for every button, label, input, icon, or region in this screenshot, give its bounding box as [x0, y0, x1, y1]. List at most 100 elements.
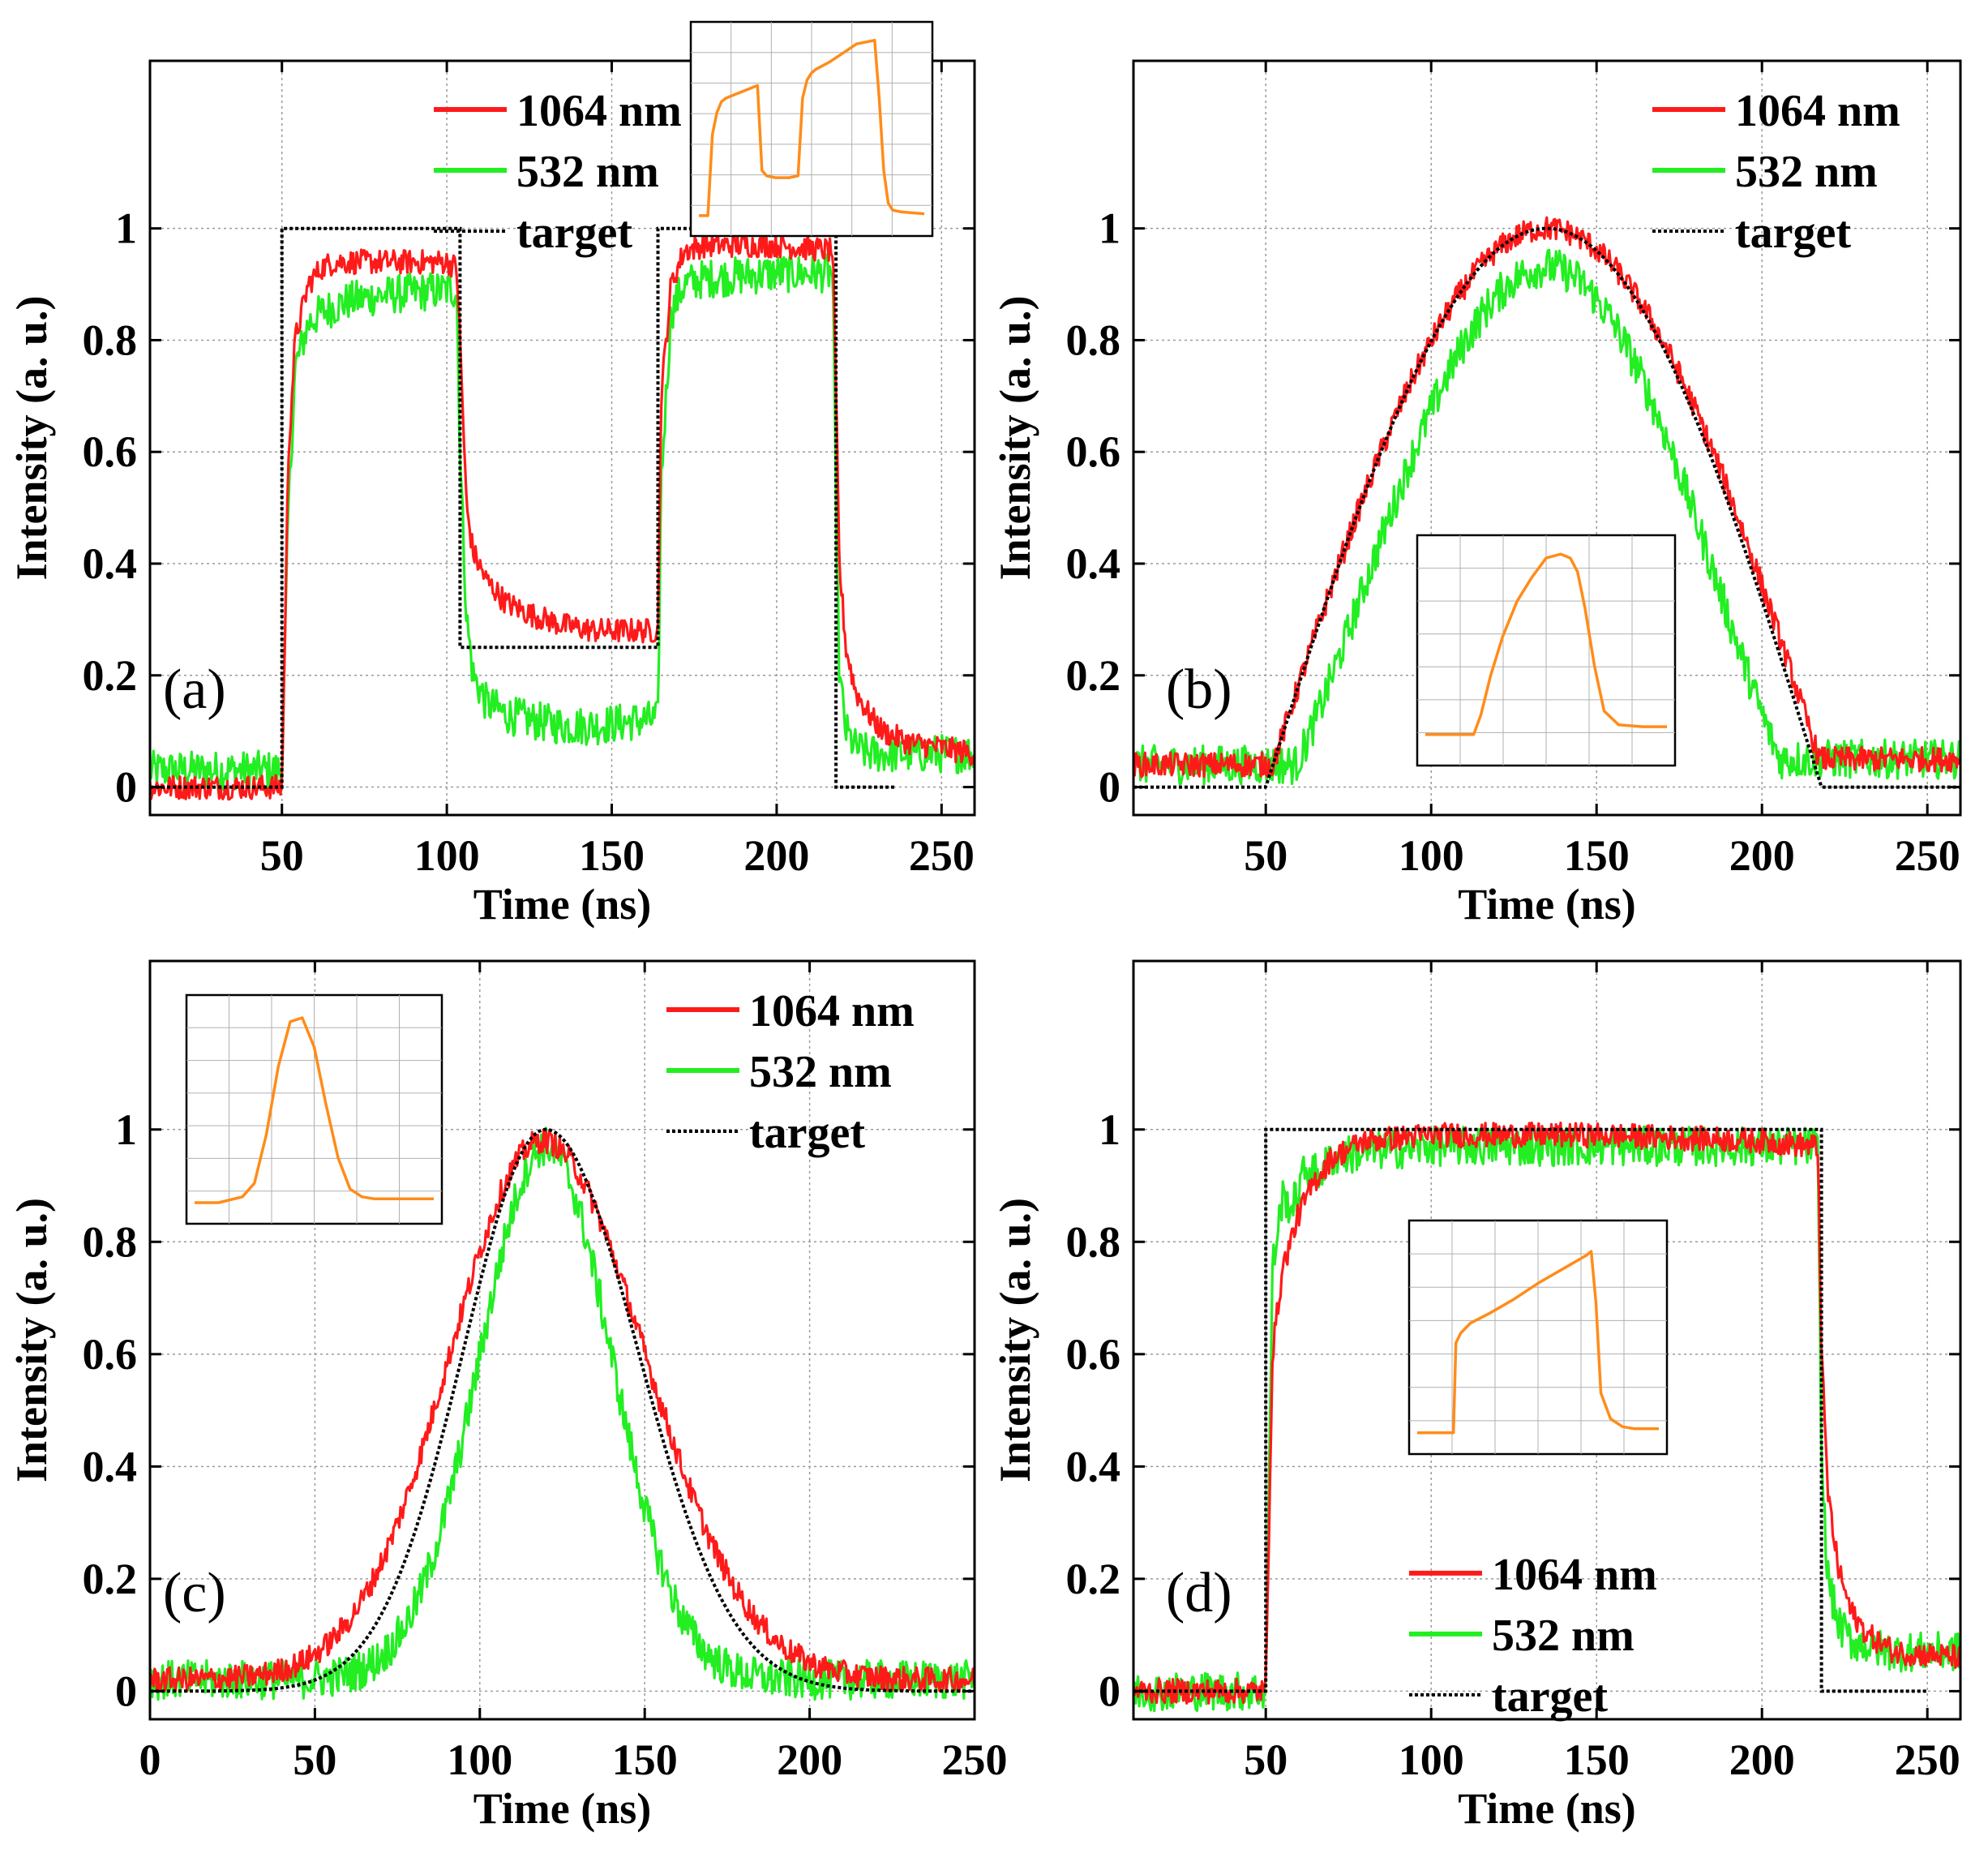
legend-label-532nm: 532 nm	[1492, 1611, 1635, 1661]
y-tick-label: 0.2	[83, 1555, 138, 1603]
panel-b: 50 100 150 200 250 0 0.2 0.4 0.6 0.8 1 Time (ns) Int…	[991, 59, 1962, 929]
x-tick-label: 200	[1729, 1735, 1795, 1784]
x-axis-label: Time (ns)	[1458, 880, 1636, 929]
x-axis-label: Time (ns)	[473, 1784, 652, 1833]
panel-label: (a)	[163, 659, 226, 721]
inset	[1407, 1219, 1669, 1456]
y-tick-label: 0.8	[83, 315, 138, 364]
x-tick-label: 100	[447, 1735, 512, 1784]
x-tick-label: 50	[260, 831, 304, 880]
x-tick-label: 0	[139, 1735, 161, 1784]
inset	[1416, 534, 1677, 767]
y-tick-label: 0.4	[83, 1442, 138, 1491]
x-tick-label: 250	[909, 831, 975, 880]
y-tick-label: 0.2	[1066, 651, 1121, 700]
axes-box	[1132, 59, 1962, 817]
y-tick-label: 0.2	[83, 651, 138, 700]
series-target-line	[1133, 1127, 1928, 1693]
plot-area	[1133, 216, 1960, 789]
x-tick-label: 150	[612, 1735, 678, 1784]
plot-area	[1133, 1121, 1960, 1713]
x-tick-label: 150	[1564, 1735, 1630, 1784]
inset	[689, 20, 934, 238]
y-tick-label: 0	[115, 763, 137, 812]
x-axis-label: Time (ns)	[1458, 1784, 1636, 1833]
y-tick-label: 0.6	[83, 1330, 138, 1379]
y-tick-label: 0.6	[1066, 427, 1121, 476]
panel-label: (b)	[1166, 659, 1232, 721]
legend-label-532nm: 532 nm	[749, 1047, 892, 1097]
inset	[185, 993, 443, 1225]
y-tick-label: 0.2	[1066, 1555, 1121, 1603]
y-tick-label: 0.4	[83, 539, 138, 588]
x-tick-label: 100	[1399, 831, 1464, 880]
x-tick-label: 100	[1399, 1735, 1464, 1784]
inset-trace	[699, 38, 925, 217]
y-tick-label: 1	[1099, 204, 1120, 253]
panel-label: (c)	[163, 1562, 226, 1624]
series-1064nm-line	[150, 232, 975, 801]
y-axis-label: Intensity (a. u.)	[991, 1198, 1039, 1482]
x-tick-label: 200	[777, 1735, 842, 1784]
x-tick-label: 200	[743, 831, 809, 880]
y-axis-label: Intensity (a. u.)	[991, 295, 1039, 580]
legend: 1064 nm 532 nm target	[666, 986, 915, 1158]
legend-label-532nm: 532 nm	[1735, 147, 1878, 197]
series-532nm-line	[150, 252, 975, 792]
x-tick-label: 250	[1895, 831, 1960, 880]
legend: 1064 nm 532 nm target	[1409, 1550, 1657, 1722]
x-tick-label: 250	[942, 1735, 1008, 1784]
panel-label: (d)	[1166, 1562, 1232, 1624]
y-tick-label: 1	[115, 204, 137, 253]
y-tick-label: 1	[1099, 1105, 1120, 1154]
series-target-line	[1133, 226, 1960, 789]
legend: 1064 nm 532 nm target	[1652, 86, 1900, 258]
legend-label-target: target	[1492, 1671, 1608, 1722]
legend-label-1064nm: 1064 nm	[1492, 1550, 1657, 1600]
legend-label-532nm: 532 nm	[516, 147, 659, 197]
legend-label-1064nm: 1064 nm	[1735, 86, 1900, 136]
y-tick-label: 0.6	[83, 427, 138, 476]
y-tick-label: 0.8	[83, 1217, 138, 1266]
panel-a: 50 100 150 200 250 0 0.2 0.4 0.6 0.8 1 Time (ns) Int…	[7, 20, 976, 929]
y-tick-label: 1	[115, 1105, 137, 1154]
y-tick-label: 0.8	[1066, 315, 1121, 364]
legend-label-target: target	[749, 1108, 865, 1158]
y-axis-label: Intensity (a. u.)	[7, 295, 56, 580]
plot-area	[150, 1126, 975, 1701]
x-tick-label: 200	[1729, 831, 1795, 880]
legend-label-target: target	[1735, 208, 1851, 258]
y-tick-label: 0.4	[1066, 539, 1121, 588]
y-tick-label: 0.4	[1066, 1442, 1121, 1491]
x-axis-label: Time (ns)	[473, 880, 652, 929]
y-tick-label: 0	[115, 1667, 137, 1715]
inset-trace	[195, 1016, 434, 1204]
y-tick-label: 0	[1099, 763, 1120, 812]
plot-area	[150, 226, 975, 801]
y-tick-label: 0.6	[1066, 1330, 1121, 1379]
inset-trace	[1425, 552, 1667, 736]
panel-d: 50 100 150 200 250 0 0.2 0.4 0.6 0.8 1 Time (ns) Int…	[991, 959, 1962, 1833]
panel-c: 0 50 100 150 200 250 0 0.2 0.4 0.6 0.8 1 Time (ns) In…	[7, 959, 1008, 1833]
y-tick-label: 0	[1099, 1667, 1120, 1715]
series-target-line	[150, 226, 896, 789]
x-tick-label: 150	[1564, 831, 1630, 880]
x-tick-label: 50	[1244, 831, 1287, 880]
legend: 1064 nm 532 nm target	[434, 86, 682, 258]
legend-label-target: target	[516, 208, 632, 258]
x-tick-label: 50	[293, 1735, 336, 1784]
axes-box	[148, 59, 976, 817]
y-tick-label: 0.8	[1066, 1217, 1121, 1266]
x-tick-label: 100	[414, 831, 480, 880]
series-target-line	[150, 1127, 975, 1693]
legend-label-1064nm: 1064 nm	[516, 86, 682, 136]
x-tick-label: 50	[1244, 1735, 1287, 1784]
series-1064nm-line	[150, 1128, 975, 1693]
axes-box	[148, 959, 976, 1721]
y-axis-label: Intensity (a. u.)	[7, 1198, 56, 1482]
inset-trace	[1417, 1250, 1659, 1435]
x-tick-label: 250	[1895, 1735, 1960, 1784]
legend-label-1064nm: 1064 nm	[749, 986, 915, 1036]
axes-box	[1132, 959, 1962, 1721]
